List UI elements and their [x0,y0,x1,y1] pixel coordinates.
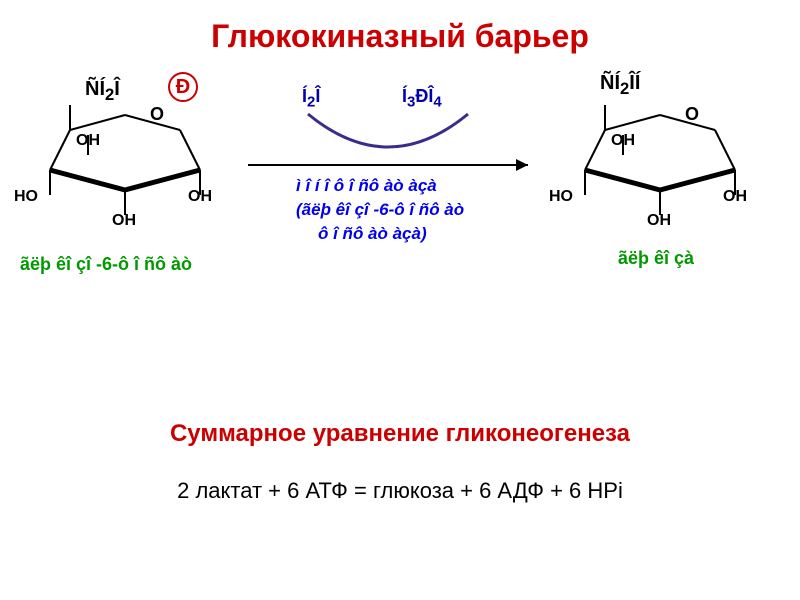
equation-text: 2 лактат + 6 АТФ = глюкоза + 6 АДФ + 6 H… [0,478,800,504]
phosphate-label: Í3ÐÎ4 [402,86,442,111]
oh-label-2: OH [112,212,136,230]
br-mid: ÐÎ [415,86,433,106]
arrow-icon [248,110,548,185]
enzyme-line-3: ô î ñô àò àçà) [318,224,427,244]
ho-label: HO [549,188,573,206]
equation-title: Суммарное уравнение гликонеогенеза [0,420,800,448]
molecule-right: O OH HO OH OH [555,100,765,255]
lt-suf: Î [114,78,120,100]
substrate-right-label: ãëþ êî çà [618,248,694,269]
oh-label-1: OH [76,132,100,150]
oh-label-3: OH [188,188,212,206]
page-title: Глюкокиназный барьер [0,18,800,55]
o-atom: O [685,104,699,124]
enzyme-line-2: (ãëþ êî çî -6-ô î ñô àò [296,200,464,220]
o-atom: O [150,104,164,124]
ho-label: HO [14,188,38,206]
rt-suf: ÎÍ [629,72,640,94]
rt-sub: 2 [620,79,629,98]
circle-p-text: Ð [170,74,196,100]
bl-suf: Î [315,86,320,106]
molecule-left: O OH HO OH OH [20,100,230,255]
right-formula-label: ÑÍ2ÎÍ [600,72,640,99]
br-sub2: 4 [433,94,441,111]
oh-label-2: OH [647,212,671,230]
enzyme-line-1: ì î í î ô î ñô àò àçà [296,176,437,196]
rt-text: ÑÍ [600,72,620,94]
lt-text: ÑÍ [85,78,105,100]
phosphate-circle-icon: Ð [168,72,198,102]
water-label: Í2Î [302,86,320,111]
oh-label-3: OH [723,188,747,206]
substrate-left-label: ãëþ êî çî -6-ô î ñô àò [20,254,192,275]
oh-label-1: OH [611,132,635,150]
